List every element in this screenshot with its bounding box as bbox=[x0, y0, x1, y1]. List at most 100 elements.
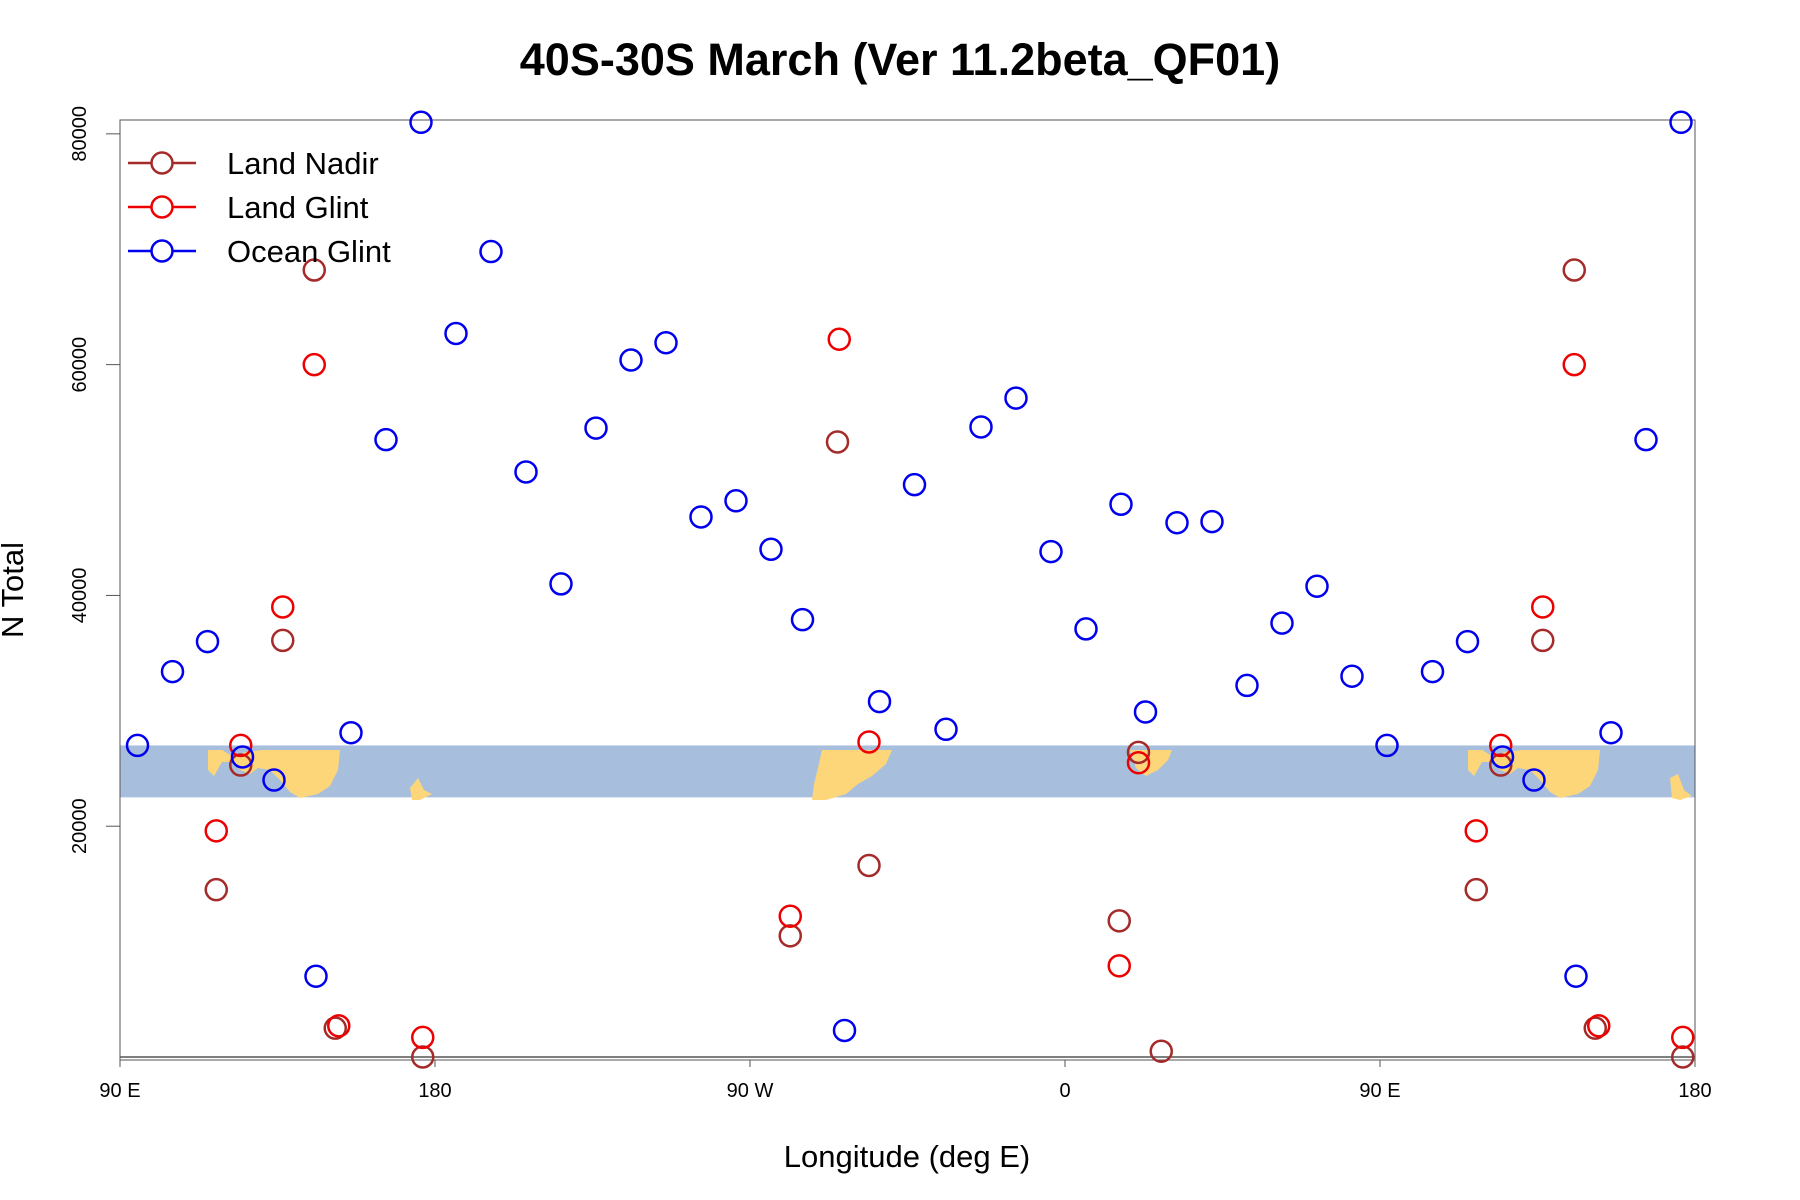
point-land-glint bbox=[204, 819, 228, 843]
point-ocean-glint bbox=[1455, 629, 1480, 654]
point-land-nadir bbox=[857, 853, 881, 878]
point-land-glint bbox=[1562, 352, 1586, 377]
point-land-glint bbox=[1107, 954, 1131, 978]
plot-frame bbox=[119, 119, 1696, 1061]
point-land-glint bbox=[1587, 1014, 1611, 1038]
y-axis: 20000 40000 60000 80000 bbox=[69, 106, 120, 854]
y-tick-label: 80000 bbox=[69, 106, 91, 162]
point-ocean-glint bbox=[1599, 720, 1623, 745]
legend-label: Ocean Glint bbox=[227, 234, 391, 269]
x-tick-label: 180 bbox=[1678, 1080, 1711, 1102]
point-ocean-glint bbox=[125, 733, 150, 758]
point-ocean-glint bbox=[1634, 427, 1658, 452]
x-tick-label: 90 W bbox=[727, 1080, 774, 1102]
y-tick-label: 60000 bbox=[69, 337, 91, 393]
point-ocean-glint bbox=[1305, 574, 1329, 598]
point-ocean-glint bbox=[1270, 611, 1294, 635]
point-land-nadir bbox=[411, 1045, 435, 1069]
point-ocean-glint bbox=[1522, 768, 1546, 792]
legend-label: Land Glint bbox=[227, 190, 369, 225]
legend-label: Land Nadir bbox=[227, 146, 379, 181]
land-masses bbox=[208, 750, 1692, 800]
point-ocean-glint bbox=[1235, 673, 1259, 698]
x-tick-label: 180 bbox=[418, 1080, 451, 1102]
point-land-glint bbox=[1531, 595, 1555, 619]
point-land-nadir bbox=[229, 753, 253, 777]
point-ocean-glint bbox=[790, 607, 815, 632]
point-ocean-glint bbox=[1375, 733, 1399, 758]
y-tick-label: 40000 bbox=[69, 568, 91, 624]
point-land-glint bbox=[229, 733, 253, 758]
point-ocean-glint bbox=[262, 768, 286, 792]
land-shape bbox=[1130, 750, 1172, 776]
point-land-nadir bbox=[204, 877, 228, 902]
point-land-nadir bbox=[323, 1016, 347, 1040]
point-ocean-glint bbox=[1490, 745, 1515, 769]
point-land-glint bbox=[1464, 819, 1488, 843]
y-axis-label: N Total bbox=[0, 542, 30, 638]
land-shape bbox=[1670, 774, 1692, 800]
land-shape bbox=[812, 750, 892, 800]
latitude-band-fill bbox=[120, 745, 1695, 798]
point-land-nadir bbox=[1671, 1045, 1695, 1069]
x-tick-label: 90 E bbox=[1359, 1080, 1400, 1102]
data-points bbox=[125, 110, 1695, 1069]
point-ocean-glint bbox=[1109, 492, 1133, 517]
point-ocean-glint bbox=[304, 964, 328, 988]
legend-marker bbox=[150, 151, 174, 175]
x-axis: 90 E 180 90 W 0 90 E 180 bbox=[99, 1060, 1712, 1102]
point-land-glint bbox=[1126, 750, 1151, 775]
point-ocean-glint bbox=[1039, 539, 1063, 564]
point-ocean-glint bbox=[584, 416, 608, 440]
point-ocean-glint bbox=[1200, 509, 1224, 534]
point-ocean-glint bbox=[479, 239, 503, 264]
legend: Land Nadir Land Glint Ocean Glint bbox=[128, 146, 391, 269]
legend-marker bbox=[150, 239, 174, 263]
land-shape bbox=[410, 778, 432, 800]
point-land-nadir bbox=[302, 258, 326, 282]
point-ocean-glint bbox=[409, 110, 433, 135]
point-ocean-glint bbox=[969, 415, 993, 439]
point-ocean-glint bbox=[1340, 664, 1364, 688]
x-axis-label: Longitude (deg E) bbox=[784, 1139, 1030, 1174]
point-ocean-glint bbox=[339, 720, 363, 745]
point-ocean-glint bbox=[1165, 510, 1189, 535]
point-ocean-glint bbox=[1074, 617, 1098, 641]
point-ocean-glint bbox=[160, 659, 185, 684]
point-ocean-glint bbox=[514, 460, 538, 484]
point-land-nadir bbox=[1583, 1016, 1607, 1040]
land-shape bbox=[208, 750, 340, 798]
legend-marker bbox=[150, 195, 174, 219]
point-ocean-glint bbox=[1133, 700, 1158, 724]
point-land-glint bbox=[411, 1025, 435, 1050]
point-ocean-glint bbox=[1420, 659, 1445, 684]
point-ocean-glint bbox=[832, 1018, 857, 1043]
y-tick-label: 20000 bbox=[69, 798, 91, 854]
point-ocean-glint bbox=[374, 427, 398, 452]
point-land-nadir bbox=[1531, 628, 1555, 653]
point-land-glint bbox=[327, 1014, 351, 1038]
point-land-nadir bbox=[825, 430, 850, 454]
point-ocean-glint bbox=[934, 717, 958, 742]
chart-title: 40S-30S March (Ver 11.2beta_QF01) bbox=[520, 34, 1280, 85]
point-ocean-glint bbox=[759, 537, 783, 562]
point-ocean-glint bbox=[654, 330, 678, 355]
point-land-nadir bbox=[1489, 753, 1513, 777]
point-ocean-glint bbox=[689, 505, 713, 529]
point-ocean-glint bbox=[902, 472, 927, 497]
point-ocean-glint bbox=[724, 489, 748, 513]
point-ocean-glint bbox=[1564, 964, 1588, 988]
point-land-glint bbox=[1671, 1025, 1695, 1050]
point-ocean-glint bbox=[549, 572, 573, 596]
point-land-glint bbox=[778, 904, 802, 928]
point-land-nadir bbox=[271, 628, 295, 653]
point-ocean-glint bbox=[230, 745, 255, 769]
point-land-glint bbox=[271, 595, 295, 619]
point-land-glint bbox=[827, 327, 851, 351]
point-ocean-glint bbox=[867, 689, 892, 714]
point-land-nadir bbox=[1149, 1039, 1173, 1063]
point-land-nadir bbox=[1464, 877, 1488, 902]
point-land-glint bbox=[857, 730, 881, 754]
land-shape bbox=[1468, 750, 1600, 798]
